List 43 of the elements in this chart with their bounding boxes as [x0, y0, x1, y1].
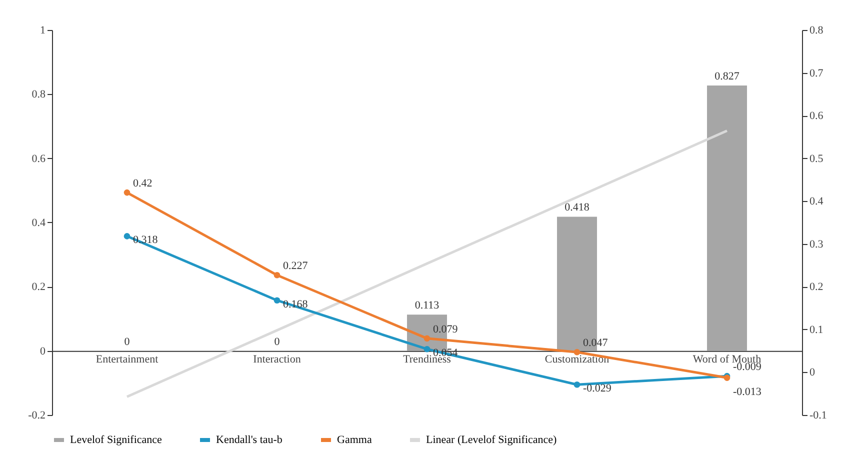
bar — [707, 86, 747, 351]
x-tick-label: Customization — [544, 353, 610, 366]
y-tick-label: 0.6 — [32, 152, 46, 165]
y2-tick-label: 0.2 — [810, 281, 824, 294]
y-tick-label: 0.8 — [32, 88, 46, 101]
point — [274, 272, 280, 278]
y2-tick-label: -0.1 — [810, 410, 827, 422]
y2-tick-label: 0.5 — [810, 152, 824, 165]
y-tick-label: 1 — [40, 24, 46, 36]
data-label: 0 — [274, 336, 280, 348]
x-tick-label: Entertainment — [96, 353, 158, 366]
data-label: 0.227 — [283, 260, 308, 272]
y2-tick-label: 0.1 — [810, 324, 824, 336]
data-label: -0.009 — [733, 361, 762, 374]
y2-tick-label: 0.6 — [810, 110, 824, 122]
x-tick-label: Interaction — [253, 353, 302, 366]
data-label: -0.029 — [583, 382, 612, 395]
y-tick-label: 0.2 — [32, 281, 46, 294]
legend-label: Kendall's tau-b — [216, 434, 283, 446]
data-label: -0.013 — [733, 386, 762, 398]
y-tick-label: -0.2 — [28, 410, 46, 422]
y2-tick-label: 0.3 — [810, 238, 824, 250]
data-label: 0.418 — [564, 202, 590, 214]
legend-label: Gamma — [337, 434, 372, 446]
point — [124, 189, 130, 196]
data-label: 0.113 — [414, 300, 440, 312]
legend-label: Levelof Significance — [70, 434, 162, 446]
legend-label: Linear (Levelof Significance) — [426, 434, 558, 446]
point — [124, 233, 130, 240]
point — [424, 346, 430, 352]
y2-tick-label: 0.4 — [810, 196, 824, 208]
y2-tick-label: 0.7 — [810, 67, 824, 80]
point — [574, 348, 580, 356]
point — [424, 335, 430, 342]
data-label: 0.42 — [133, 178, 152, 190]
point — [274, 297, 280, 304]
y2-tick-label: 0 — [810, 366, 816, 379]
y-tick-label: 0.4 — [32, 217, 46, 229]
y-tick-label: 0 — [40, 345, 46, 358]
point — [574, 381, 580, 388]
data-label: 0.827 — [714, 70, 740, 83]
y2-tick-label: 0.8 — [810, 24, 824, 36]
data-label: 0 — [124, 336, 130, 348]
